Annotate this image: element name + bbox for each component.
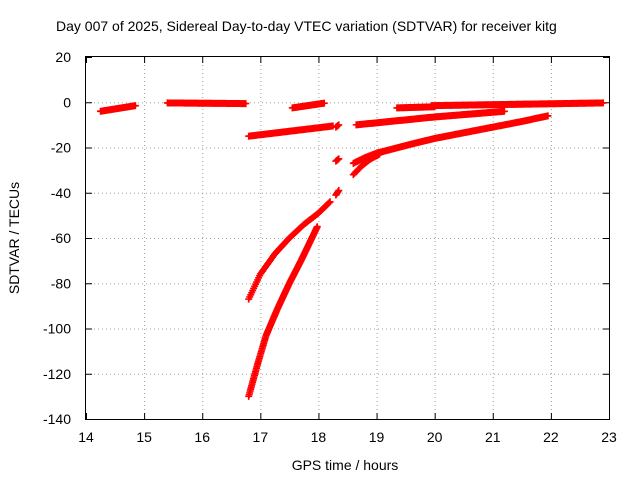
axis-ticks: 14 15 16 17 18 19 20 21 22 23 20 0 -20 -40 -60 -80 -100 -… <box>43 49 617 445</box>
x-tick-label: 14 <box>78 429 94 445</box>
data-point <box>500 107 508 115</box>
data-point <box>335 155 343 163</box>
data-point <box>544 112 552 120</box>
x-tick-label: 18 <box>311 429 327 445</box>
data-point <box>335 186 343 194</box>
data-point <box>326 198 334 206</box>
x-tick-label: 15 <box>136 429 152 445</box>
data-point <box>131 102 139 110</box>
y-axis-label: SDTVAR / TECUs <box>6 182 22 294</box>
chart-title: Day 007 of 2025, Sidereal Day-to-day VTE… <box>56 18 557 34</box>
data-point <box>242 100 250 108</box>
y-tick-label: 0 <box>63 94 71 110</box>
data-points <box>97 99 607 400</box>
data-point <box>325 199 333 207</box>
y-tick-label: -140 <box>43 411 71 427</box>
y-tick-label: -100 <box>43 321 71 337</box>
y-tick-label: -40 <box>51 185 71 201</box>
x-tick-label: 20 <box>427 429 443 445</box>
y-tick-label: -20 <box>51 140 71 156</box>
data-point <box>335 121 343 129</box>
x-tick-label: 22 <box>543 429 559 445</box>
y-tick-label: -120 <box>43 366 71 382</box>
x-tick-label: 21 <box>485 429 501 445</box>
data-point <box>375 150 383 158</box>
data-point <box>320 99 328 107</box>
data-point <box>599 99 607 107</box>
x-tick-label: 19 <box>369 429 385 445</box>
x-axis-label: GPS time / hours <box>292 457 399 473</box>
x-tick-label: 16 <box>194 429 210 445</box>
x-tick-label: 17 <box>253 429 269 445</box>
y-tick-label: -80 <box>51 275 71 291</box>
plot-frame <box>85 56 610 420</box>
y-tick-label: -60 <box>51 230 71 246</box>
y-tick-label: 20 <box>55 49 71 65</box>
data-point <box>313 223 321 231</box>
grid <box>86 57 609 419</box>
x-tick-label: 23 <box>601 429 617 445</box>
